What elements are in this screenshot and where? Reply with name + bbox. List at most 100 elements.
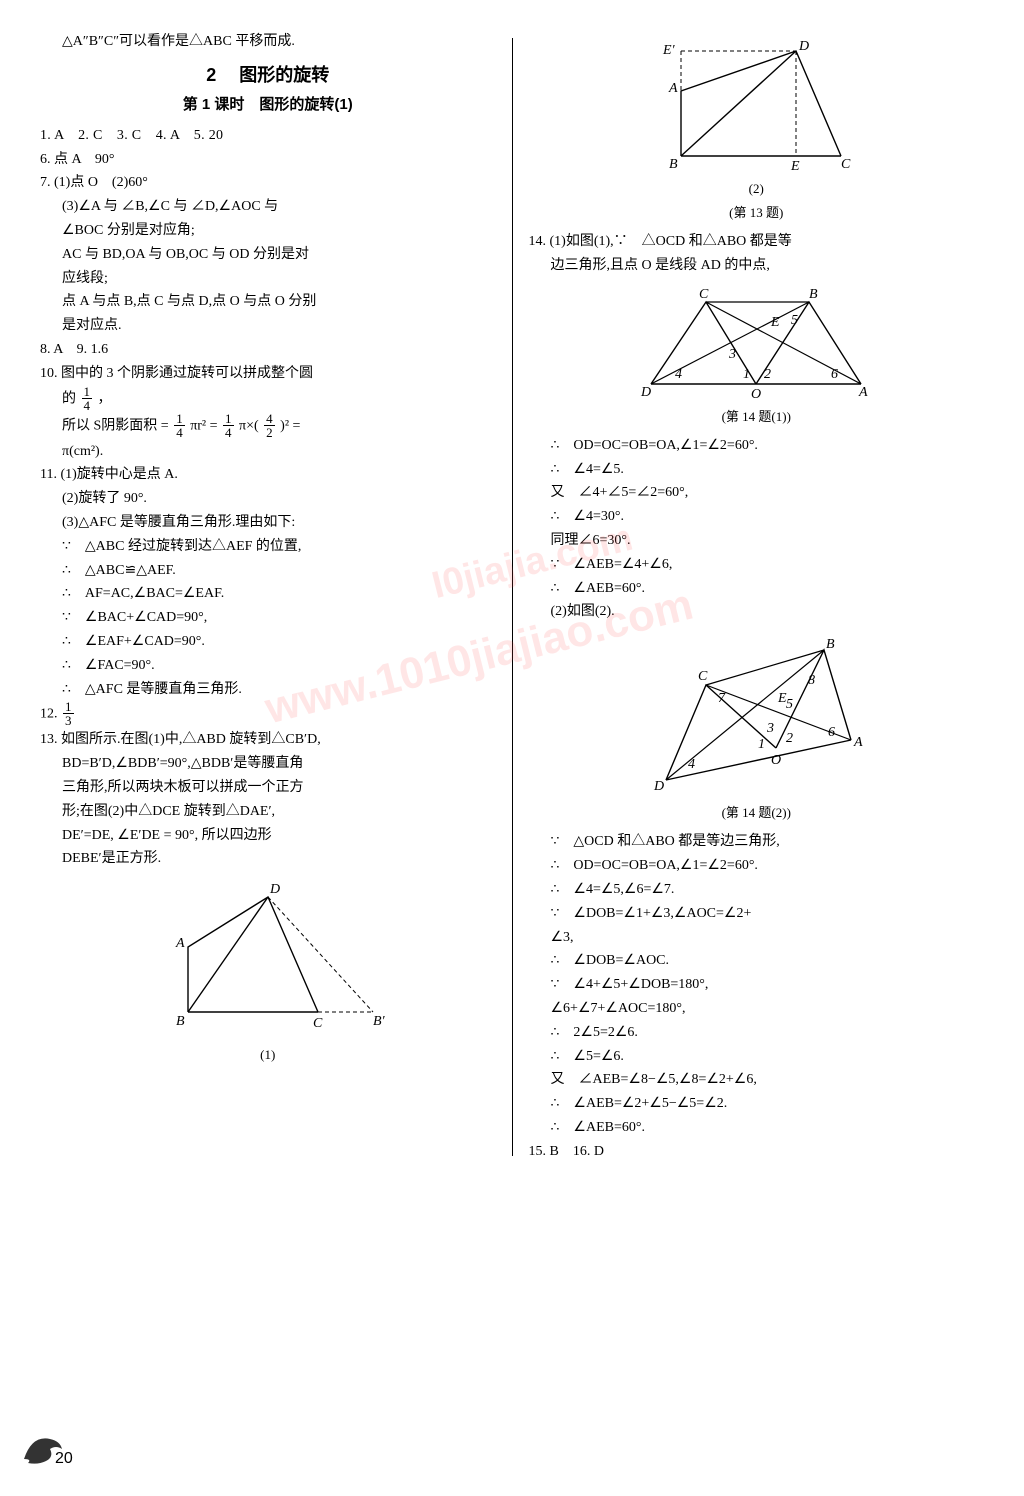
q11h: ∴ ∠EAF+∠CAD=90°. — [40, 630, 496, 654]
label-C: C — [313, 1016, 323, 1031]
q10b-pre: 的 — [62, 391, 80, 406]
label-B: B — [176, 1014, 185, 1029]
svg-text:7: 7 — [718, 691, 726, 706]
left-column: △A″B″C″可以看作是△ABC 平移而成. 2 图形的旋转 第 1 课时 图形… — [40, 30, 496, 1164]
svg-text:2: 2 — [786, 731, 793, 746]
q11c: (3)△AFC 是等腰直角三角形.理由如下: — [40, 511, 496, 535]
p19: ∴ ∠AEB=60°. — [529, 1116, 985, 1140]
q12-pre: 12. — [40, 707, 61, 722]
q11i: ∴ ∠FAC=90°. — [40, 654, 496, 678]
p14: ∵ ∠4+∠5+∠DOB=180°, — [529, 973, 985, 997]
p7: ∴ ∠AEB=60°. — [529, 577, 985, 601]
label-D: D — [798, 39, 809, 54]
q11f: ∴ AF=AC,∠BAC=∠EAF. — [40, 582, 496, 606]
label-C: C — [841, 157, 851, 172]
label-O: O — [771, 753, 781, 768]
q8: 8. A 9. 1.6 — [40, 338, 496, 362]
answer-row: 1. A 2. C 3. C 4. A 5. 20 — [40, 124, 496, 148]
q10d: π(cm²). — [40, 440, 496, 464]
label-E: E — [790, 159, 800, 174]
q14b: 边三角形,且点 O 是线段 AD 的中点, — [529, 254, 985, 278]
frac-1-3: 13 — [63, 700, 74, 727]
figure-13-1: A B C D B′ (1) — [40, 877, 496, 1066]
figure-13-2: E′ A B C D E (2) (第 13 题) — [529, 36, 985, 224]
q11a: 11. (1)旋转中心是点 A. — [40, 463, 496, 487]
figure-14-1: D O A C B E 1 2 3 4 5 6 (第 14 题(1)) — [529, 284, 985, 428]
label-B: B — [669, 157, 678, 172]
lesson-title: 第 1 课时 图形的旋转(1) — [40, 92, 496, 118]
p14b: ∠6+∠7+∠AOC=180°, — [529, 997, 985, 1021]
p3: 又 ∠4+∠5=∠2=60°, — [529, 481, 985, 505]
q10b-post: ， — [98, 391, 112, 406]
fig13-caption: (第 13 题) — [529, 202, 985, 224]
pre-text: △A″B″C″可以看作是△ABC 平移而成. — [40, 30, 496, 54]
svg-text:3: 3 — [728, 347, 736, 362]
p1: ∴ OD=OC=OB=OA,∠1=∠2=60°. — [529, 434, 985, 458]
p11: ∴ ∠4=∠5,∠6=∠7. — [529, 878, 985, 902]
p17: 又 ∠AEB=∠8−∠5,∠8=∠2+∠6, — [529, 1068, 985, 1092]
svg-text:8: 8 — [808, 673, 815, 688]
fig14-2-caption: (第 14 题(2)) — [529, 802, 985, 824]
svg-text:3: 3 — [766, 721, 774, 736]
svg-text:6: 6 — [828, 725, 835, 740]
p18: ∴ ∠AEB=∠2+∠5−∠5=∠2. — [529, 1092, 985, 1116]
svg-text:5: 5 — [786, 697, 793, 712]
section-title: 2 图形的旋转 — [40, 60, 496, 91]
q14a: 14. (1)如图(1),∵ △OCD 和△ABO 都是等 — [529, 230, 985, 254]
svg-text:5: 5 — [791, 313, 798, 328]
p12b: ∠3, — [529, 926, 985, 950]
right-column: E′ A B C D E (2) (第 13 题) 14. (1)如图(1),∵… — [529, 30, 985, 1164]
label-A: A — [858, 385, 868, 400]
q10b: 的 14 ， — [40, 386, 496, 413]
fig1-caption: (1) — [40, 1044, 496, 1066]
p5: 同理∠6=30°. — [529, 529, 985, 553]
q7-3d: 应线段; — [40, 267, 496, 291]
svg-text:2: 2 — [764, 367, 771, 382]
p9: ∵ △OCD 和△ABO 都是等边三角形, — [529, 830, 985, 854]
column-divider — [512, 38, 513, 1156]
p6: ∵ ∠AEB=∠4+∠6, — [529, 553, 985, 577]
q11d: ∵ △ABC 经过旋转到达△AEF 的位置, — [40, 535, 496, 559]
q7-3a: (3)∠A 与 ∠B,∠C 与 ∠D,∠AOC 与 — [40, 195, 496, 219]
q10c: 所以 S阴影面积 = 14 πr² = 14 π×( 42 )² = — [40, 413, 496, 440]
svg-text:6: 6 — [831, 367, 838, 382]
label-A: A — [668, 81, 678, 96]
label-B: B — [826, 637, 835, 652]
frac-1-4-b: 14 — [174, 412, 185, 439]
p16: ∴ ∠5=∠6. — [529, 1045, 985, 1069]
p4: ∴ ∠4=30°. — [529, 505, 985, 529]
q7-3e: 点 A 与点 B,点 C 与点 D,点 O 与点 O 分别 — [40, 290, 496, 314]
q11b: (2)旋转了 90°. — [40, 487, 496, 511]
q6: 6. 点 A 90° — [40, 148, 496, 172]
frac-1-4-a: 14 — [82, 385, 93, 412]
q13a: 13. 如图所示.在图(1)中,△ABD 旋转到△CB′D, — [40, 728, 496, 752]
p13: ∴ ∠DOB=∠AOC. — [529, 949, 985, 973]
figure-14-2: D C B A O E 1 2 3 4 5 6 7 8 (第 14 题(2)) — [529, 630, 985, 824]
svg-text:1: 1 — [758, 737, 765, 752]
q7-3b: ∠BOC 分别是对应角; — [40, 219, 496, 243]
q13f: DEBE′是正方形. — [40, 847, 496, 871]
q11e: ∴ △ABC≌△AEF. — [40, 559, 496, 583]
label-E: E — [770, 315, 780, 330]
p12: ∵ ∠DOB=∠1+∠3,∠AOC=∠2+ — [529, 902, 985, 926]
q10c-mid1: πr² = — [190, 418, 221, 433]
q10a: 10. 图中的 3 个阴影通过旋转可以拼成整个圆 — [40, 362, 496, 386]
p2: ∴ ∠4=∠5. — [529, 458, 985, 482]
page-number: 20 — [55, 1445, 73, 1472]
q7-3c: AC 与 BD,OA 与 OB,OC 与 OD 分别是对 — [40, 243, 496, 267]
svg-text:1: 1 — [743, 367, 750, 382]
svg-text:4: 4 — [688, 757, 695, 772]
q10c-mid3: )² = — [280, 418, 300, 433]
label-A: A — [175, 936, 185, 951]
p15: ∴ 2∠5=2∠6. — [529, 1021, 985, 1045]
page-columns: △A″B″C″可以看作是△ABC 平移而成. 2 图形的旋转 第 1 课时 图形… — [40, 30, 984, 1164]
q13d: 形;在图(2)中△DCE 旋转到△DAE′, — [40, 800, 496, 824]
frac-4-2: 42 — [264, 412, 275, 439]
q7-3f: 是对应点. — [40, 314, 496, 338]
q10c-pre: 所以 S阴影面积 = — [62, 418, 172, 433]
p8: (2)如图(2). — [529, 600, 985, 624]
q13b: BD=B′D,∠BDB′=90°,△BDB′是等腰直角 — [40, 752, 496, 776]
p10: ∴ OD=OC=OB=OA,∠1=∠2=60°. — [529, 854, 985, 878]
q12: 12. 13 — [40, 701, 496, 728]
label-O: O — [751, 387, 761, 402]
